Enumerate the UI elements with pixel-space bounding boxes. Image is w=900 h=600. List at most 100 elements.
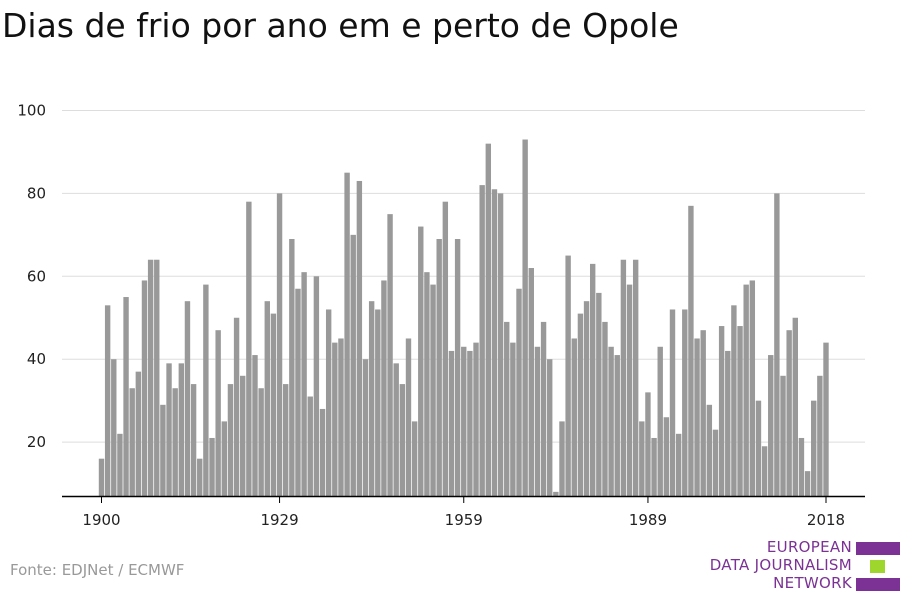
bar-1907 xyxy=(141,280,148,496)
bar-1956 xyxy=(442,201,449,496)
bar-1975 xyxy=(559,421,565,496)
bar-1902 xyxy=(111,359,117,496)
bar-1994 xyxy=(675,433,682,496)
logo-line-1: EUROPEAN xyxy=(766,538,852,556)
bar-2016 xyxy=(811,400,817,496)
y-tick-label: 20 xyxy=(27,433,46,451)
bar-1957 xyxy=(448,350,455,496)
bar-1971 xyxy=(534,346,541,496)
bar-1988 xyxy=(639,421,645,496)
bar-1992 xyxy=(663,417,670,496)
y-tick-label: 80 xyxy=(27,184,46,202)
bar-1930 xyxy=(282,384,289,496)
bar-1968 xyxy=(516,288,522,496)
bar-1969 xyxy=(522,139,528,496)
bar-1987 xyxy=(632,259,639,496)
bar-1948 xyxy=(393,363,399,496)
bar-1903 xyxy=(117,433,123,496)
bar-2007 xyxy=(755,400,762,496)
bar-1973 xyxy=(547,359,553,496)
bar-1949 xyxy=(399,384,406,496)
bar-1954 xyxy=(430,284,436,496)
bar-1904 xyxy=(123,297,129,496)
y-tick-label: 60 xyxy=(27,267,46,285)
logo-bar-purple-1 xyxy=(856,542,900,555)
bar-1959 xyxy=(461,346,467,496)
bar-1936 xyxy=(319,408,326,496)
bar-1923 xyxy=(240,375,246,496)
bar-1937 xyxy=(325,309,332,496)
bar-2002 xyxy=(725,350,731,496)
bar-1909 xyxy=(154,259,160,496)
bar-1997 xyxy=(694,338,700,496)
bar-2000 xyxy=(712,429,719,496)
bar-1943 xyxy=(362,359,369,496)
bar-2017 xyxy=(817,375,823,496)
bar-1900 xyxy=(98,458,105,496)
bar-1924 xyxy=(246,201,252,496)
bar-1983 xyxy=(608,346,614,496)
logo-bar-purple-2 xyxy=(856,578,900,591)
bar-1916 xyxy=(197,458,203,496)
y-tick-label: 100 xyxy=(17,102,46,120)
bar-1952 xyxy=(418,226,424,496)
bar-2011 xyxy=(780,375,786,496)
bar-1979 xyxy=(583,301,590,496)
bar-1912 xyxy=(172,388,178,496)
bar-1944 xyxy=(368,301,375,496)
bar-1915 xyxy=(190,384,197,496)
bar-1998 xyxy=(700,330,706,496)
bar-2008 xyxy=(761,446,768,496)
bar-1946 xyxy=(381,280,387,496)
x-tick-label: 1929 xyxy=(260,511,298,529)
bar-1918 xyxy=(209,437,215,496)
chart-title: Dias de frio por ano em e perto de Opole xyxy=(2,6,679,45)
bar-1913 xyxy=(178,363,185,496)
bar-2010 xyxy=(774,193,780,496)
logo-line-2: DATA JOURNALISM xyxy=(709,556,852,574)
bar-2012 xyxy=(786,330,792,496)
bar-1967 xyxy=(510,342,516,496)
bar-1945 xyxy=(375,309,381,496)
bar-1921 xyxy=(227,384,234,496)
bar-1962 xyxy=(479,185,485,497)
bar-1938 xyxy=(332,342,338,496)
bar-1985 xyxy=(620,259,627,496)
bar-1910 xyxy=(160,404,166,496)
bar-1958 xyxy=(454,239,461,496)
bar-1941 xyxy=(350,234,356,496)
x-tick-label: 1900 xyxy=(82,511,120,529)
bar-1999 xyxy=(706,404,713,496)
bar-1986 xyxy=(626,284,633,496)
bar-1974 xyxy=(553,491,559,496)
bar-1961 xyxy=(473,342,479,496)
logo-line-3: NETWORK xyxy=(773,574,852,592)
bar-1925 xyxy=(252,355,258,496)
bar-1919 xyxy=(215,330,221,496)
bar-1917 xyxy=(203,284,209,496)
bar-1947 xyxy=(387,214,393,496)
bar-2006 xyxy=(749,280,756,496)
bar-2003 xyxy=(731,305,737,496)
bar-1932 xyxy=(295,288,301,496)
bar-1981 xyxy=(596,292,602,496)
bar-2004 xyxy=(737,326,743,496)
bar-1963 xyxy=(485,143,492,496)
bar-2014 xyxy=(798,437,805,496)
bar-1926 xyxy=(258,388,264,496)
bar-1978 xyxy=(577,313,584,496)
bar-2009 xyxy=(768,355,774,496)
logo-bar-green xyxy=(870,560,885,573)
bar-2013 xyxy=(792,317,798,496)
bar-1901 xyxy=(104,305,111,496)
bar-1982 xyxy=(602,321,608,496)
bar-1908 xyxy=(147,259,154,496)
bar-1965 xyxy=(497,193,504,496)
x-tick-label: 1989 xyxy=(629,511,667,529)
bar-1934 xyxy=(307,396,313,496)
x-tick-label: 1959 xyxy=(445,511,483,529)
bar-1940 xyxy=(344,172,350,496)
bar-1960 xyxy=(467,350,473,496)
bar-2001 xyxy=(718,326,725,496)
bar-1951 xyxy=(411,421,418,496)
